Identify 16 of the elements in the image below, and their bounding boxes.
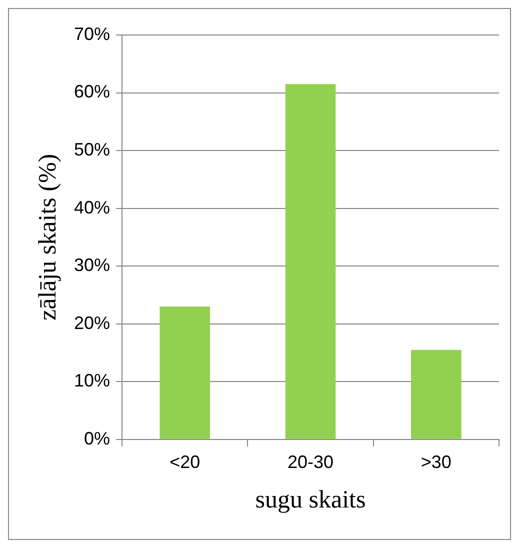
x-axis-title: sugu skaits <box>255 486 366 514</box>
y-tick-label: 40% <box>74 197 110 218</box>
bar <box>160 306 210 439</box>
y-tick-label: 30% <box>74 255 110 276</box>
y-tick-label: 70% <box>74 24 110 44</box>
x-tick-label: >30 <box>420 452 452 472</box>
y-tick-label: 50% <box>74 140 110 160</box>
y-tick-label: 60% <box>74 82 110 102</box>
bar <box>411 350 462 439</box>
y-tick-label: 20% <box>74 312 110 333</box>
x-tick-label: <20 <box>170 452 200 472</box>
y-tick-label: 10% <box>74 370 110 391</box>
y-axis-title: zālāju skaits (%) <box>34 154 62 321</box>
x-tick-label: 20-30 <box>287 452 334 472</box>
y-tick-label: 0% <box>84 428 110 448</box>
bar <box>285 84 336 439</box>
